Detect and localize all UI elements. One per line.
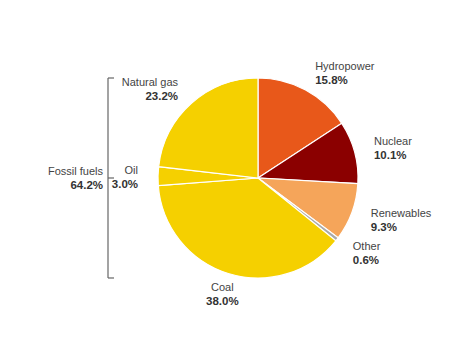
svg-text:15.8%: 15.8% — [315, 74, 348, 86]
svg-text:Other: Other — [353, 240, 381, 252]
svg-text:23.2%: 23.2% — [145, 90, 178, 102]
svg-text:Fossil fuels: Fossil fuels — [48, 165, 104, 177]
svg-text:Nuclear: Nuclear — [374, 135, 412, 147]
svg-text:0.6%: 0.6% — [353, 254, 379, 266]
svg-text:Natural gas: Natural gas — [122, 76, 179, 88]
svg-text:Hydropower: Hydropower — [315, 60, 375, 72]
svg-text:9.3%: 9.3% — [371, 221, 397, 233]
svg-text:3.0%: 3.0% — [112, 178, 138, 190]
svg-text:64.2%: 64.2% — [70, 179, 103, 191]
svg-text:Renewables: Renewables — [371, 207, 432, 219]
svg-text:Oil: Oil — [125, 164, 138, 176]
svg-text:10.1%: 10.1% — [374, 149, 407, 161]
svg-text:Coal: Coal — [211, 281, 234, 293]
svg-text:38.0%: 38.0% — [206, 295, 239, 307]
